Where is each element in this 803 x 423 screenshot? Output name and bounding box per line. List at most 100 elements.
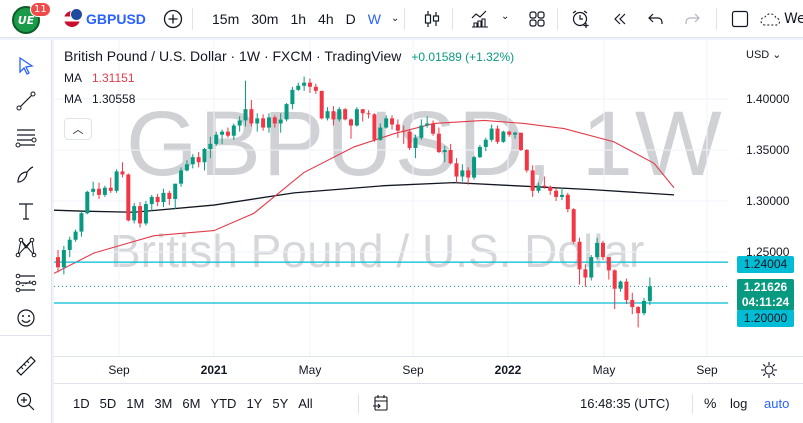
timeframe-15m[interactable]: 15m: [212, 10, 240, 27]
candlestick-chart[interactable]: [54, 40, 728, 356]
timeframe-30m[interactable]: 30m: [251, 10, 279, 27]
candle: [466, 167, 471, 185]
indicators-chevron-icon[interactable]: ⌄: [501, 11, 510, 22]
compare-symbol-button[interactable]: [162, 0, 184, 38]
candle: [349, 118, 353, 139]
replay-button[interactable]: [605, 4, 635, 34]
toolbar-divider: [358, 394, 359, 414]
candle: [272, 115, 277, 128]
log-scale-toggle[interactable]: log: [730, 396, 748, 411]
range-3m[interactable]: 3M: [154, 396, 173, 411]
grid-layout-icon: [529, 11, 545, 27]
candle: [313, 83, 318, 94]
brush-icon: [17, 166, 34, 183]
candle: [132, 203, 137, 224]
name-watermark: British Pound / U.S. Dollar: [110, 225, 645, 277]
candle: [61, 245, 66, 275]
candle: [202, 147, 207, 171]
range-5y[interactable]: 5Y: [272, 396, 289, 411]
auto-scale-toggle[interactable]: auto: [764, 396, 790, 411]
legend-title[interactable]: British Pound / U.S. Dollar · 1W · FXCM …: [64, 48, 402, 64]
chart-pane[interactable]: GBPUSD, 1W British Pound / U.S. Dollar B…: [54, 40, 803, 423]
symbol-label: GBPUSD: [86, 11, 146, 27]
toolbar-divider: [404, 8, 405, 30]
go-to-date-icon[interactable]: [372, 394, 390, 412]
candle: [214, 131, 219, 146]
timeframe-1h[interactable]: 1h: [290, 10, 307, 27]
range-1m[interactable]: 1M: [126, 396, 145, 411]
candle: [630, 292, 635, 315]
layout-button[interactable]: [522, 4, 552, 34]
range-ytd[interactable]: YTD: [210, 396, 237, 411]
candle: [636, 306, 641, 328]
candle: [225, 127, 230, 138]
alert-button[interactable]: [566, 4, 596, 34]
percent-scale-toggle[interactable]: %: [704, 395, 717, 411]
fib-lines-icon: [15, 273, 37, 293]
text-tool[interactable]: [12, 197, 40, 225]
legend-change: +0.01589 (+1.32%): [411, 50, 515, 64]
symbol-search-button[interactable]: GBPUSD: [64, 0, 146, 38]
candle: [454, 158, 459, 183]
range-1y[interactable]: 1Y: [246, 396, 263, 411]
time-axis[interactable]: Sep 2021 May Sep 2022 May Sep: [54, 356, 803, 382]
range-1d[interactable]: 1D: [73, 396, 90, 411]
currency-selector[interactable]: USD ⌄: [746, 49, 782, 61]
timeframe-w[interactable]: W: [367, 10, 381, 27]
redo-button[interactable]: [677, 4, 707, 34]
undo-button[interactable]: [641, 4, 671, 34]
timeframe-dropdown-chevron-icon[interactable]: ⌄: [390, 13, 400, 24]
horizontal-lines-tool[interactable]: [12, 123, 40, 151]
candle: [278, 113, 283, 133]
range-5d[interactable]: 5D: [99, 396, 117, 411]
trend-line-icon: [16, 91, 36, 111]
time-label: May: [298, 363, 322, 377]
candle: [548, 185, 553, 195]
price-tick: 1.30000: [746, 194, 790, 208]
fullscreen-button[interactable]: [725, 4, 755, 34]
measure-tool[interactable]: [12, 352, 40, 380]
candle: [296, 82, 301, 91]
hline-label-upper: 1.24004: [737, 256, 794, 273]
price-tick: 1.40000: [746, 92, 790, 106]
forecast-tool[interactable]: [12, 269, 40, 297]
drawing-toolbar: [0, 40, 52, 423]
emoji-tool[interactable]: [12, 304, 40, 332]
weather-widget[interactable]: We: [760, 9, 803, 29]
candle: [606, 257, 611, 280]
brush-tool[interactable]: [12, 160, 40, 188]
candle: [184, 160, 189, 172]
pattern-tool[interactable]: [12, 233, 40, 261]
candle: [97, 182, 102, 199]
symbol-watermark: GBPUSD, 1W: [126, 93, 724, 195]
indicators-button[interactable]: [465, 4, 495, 34]
candle: [243, 80, 248, 127]
candle: [384, 115, 389, 129]
zoom-tool[interactable]: [12, 388, 40, 416]
ma-legend-fast[interactable]: MA 1.31151: [64, 71, 514, 85]
candle: [249, 100, 254, 127]
candle: [284, 103, 289, 122]
clock-utc[interactable]: 16:48:35 (UTC): [580, 396, 670, 411]
candle: [302, 76, 307, 91]
chart-type-button[interactable]: [417, 4, 447, 34]
ma-value-fast: 1.31151: [92, 71, 135, 85]
candle: [559, 187, 564, 200]
candle: [518, 132, 523, 152]
timeframe-4h[interactable]: 4h: [318, 10, 334, 27]
price-axis[interactable]: USD ⌄ 1.40000 1.35000 1.30000 1.25000 1.…: [728, 40, 803, 355]
pattern-icon: [15, 237, 37, 258]
candle: [231, 123, 236, 140]
collapse-legend-button[interactable]: ︿: [64, 118, 92, 140]
time-label: Sep: [108, 363, 130, 377]
cursor-tool[interactable]: [12, 52, 40, 80]
ma-legend-slow[interactable]: MA 1.30558: [64, 92, 514, 106]
timeframe-d[interactable]: D: [345, 10, 356, 27]
candle: [149, 194, 154, 212]
chart-settings-icon[interactable]: [760, 361, 778, 379]
candle: [307, 78, 312, 93]
range-all[interactable]: All: [298, 396, 313, 411]
range-6m[interactable]: 6M: [182, 396, 201, 411]
gbp-usd-flag-icon: [64, 8, 83, 27]
trend-line-tool[interactable]: [12, 87, 40, 115]
